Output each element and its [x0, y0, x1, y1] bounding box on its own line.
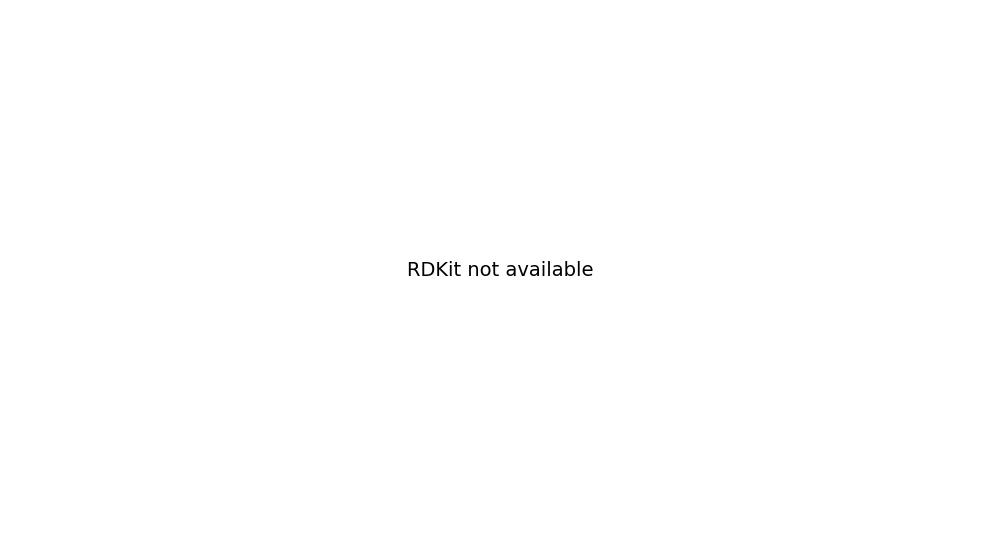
Text: RDKit not available: RDKit not available: [407, 260, 593, 280]
